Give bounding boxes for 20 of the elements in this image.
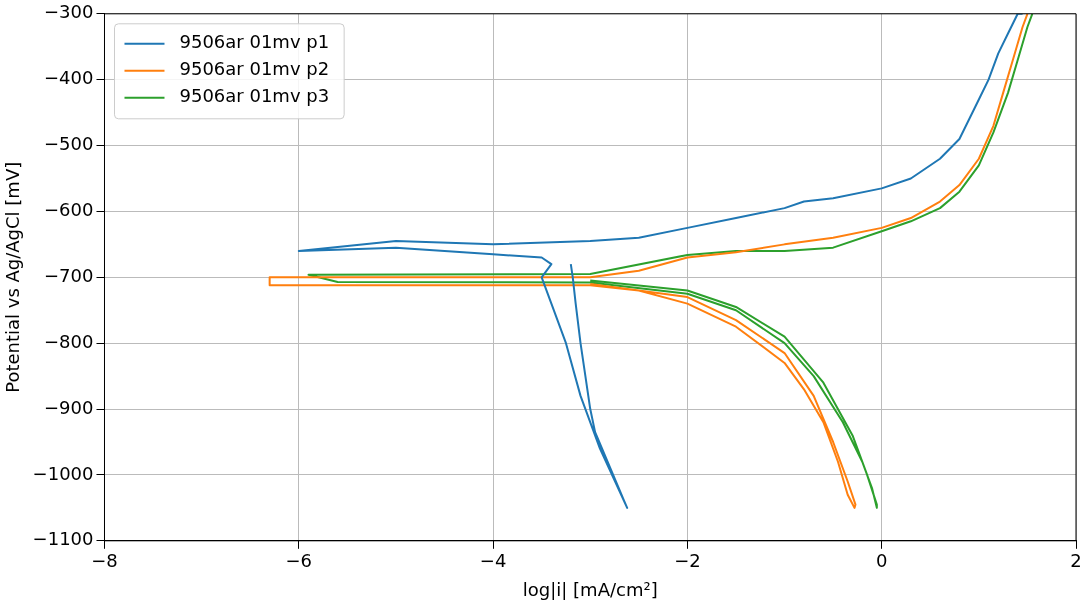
y-tick-label: −800 xyxy=(44,330,94,352)
y-tick-label: −1100 xyxy=(32,528,94,550)
x-tick-label: −8 xyxy=(91,550,118,572)
y-tick-label: −400 xyxy=(44,67,94,89)
legend-label: 9506ar 01mv p3 xyxy=(179,85,330,107)
x-tick-label: 2 xyxy=(1070,550,1082,572)
y-tick-label: −1000 xyxy=(32,462,94,484)
legend-label: 9506ar 01mv p2 xyxy=(179,58,330,80)
x-tick-label: −6 xyxy=(285,550,313,572)
x-tick-label: 0 xyxy=(875,550,888,572)
y-tick-label: −600 xyxy=(44,199,94,221)
y-axis-title: Potential vs Ag/AgCl [mV] xyxy=(2,161,24,393)
y-tick-label: −900 xyxy=(44,396,94,418)
x-axis-title: log|i| [mA/cm²] xyxy=(522,578,658,600)
y-tick-label: −500 xyxy=(44,133,94,155)
x-tick-label: −2 xyxy=(674,550,701,572)
x-tick-label: −4 xyxy=(479,550,507,572)
y-tick-label: −300 xyxy=(44,1,94,23)
legend-label: 9506ar 01mv p1 xyxy=(179,31,330,53)
y-tick-label: −700 xyxy=(44,264,94,286)
